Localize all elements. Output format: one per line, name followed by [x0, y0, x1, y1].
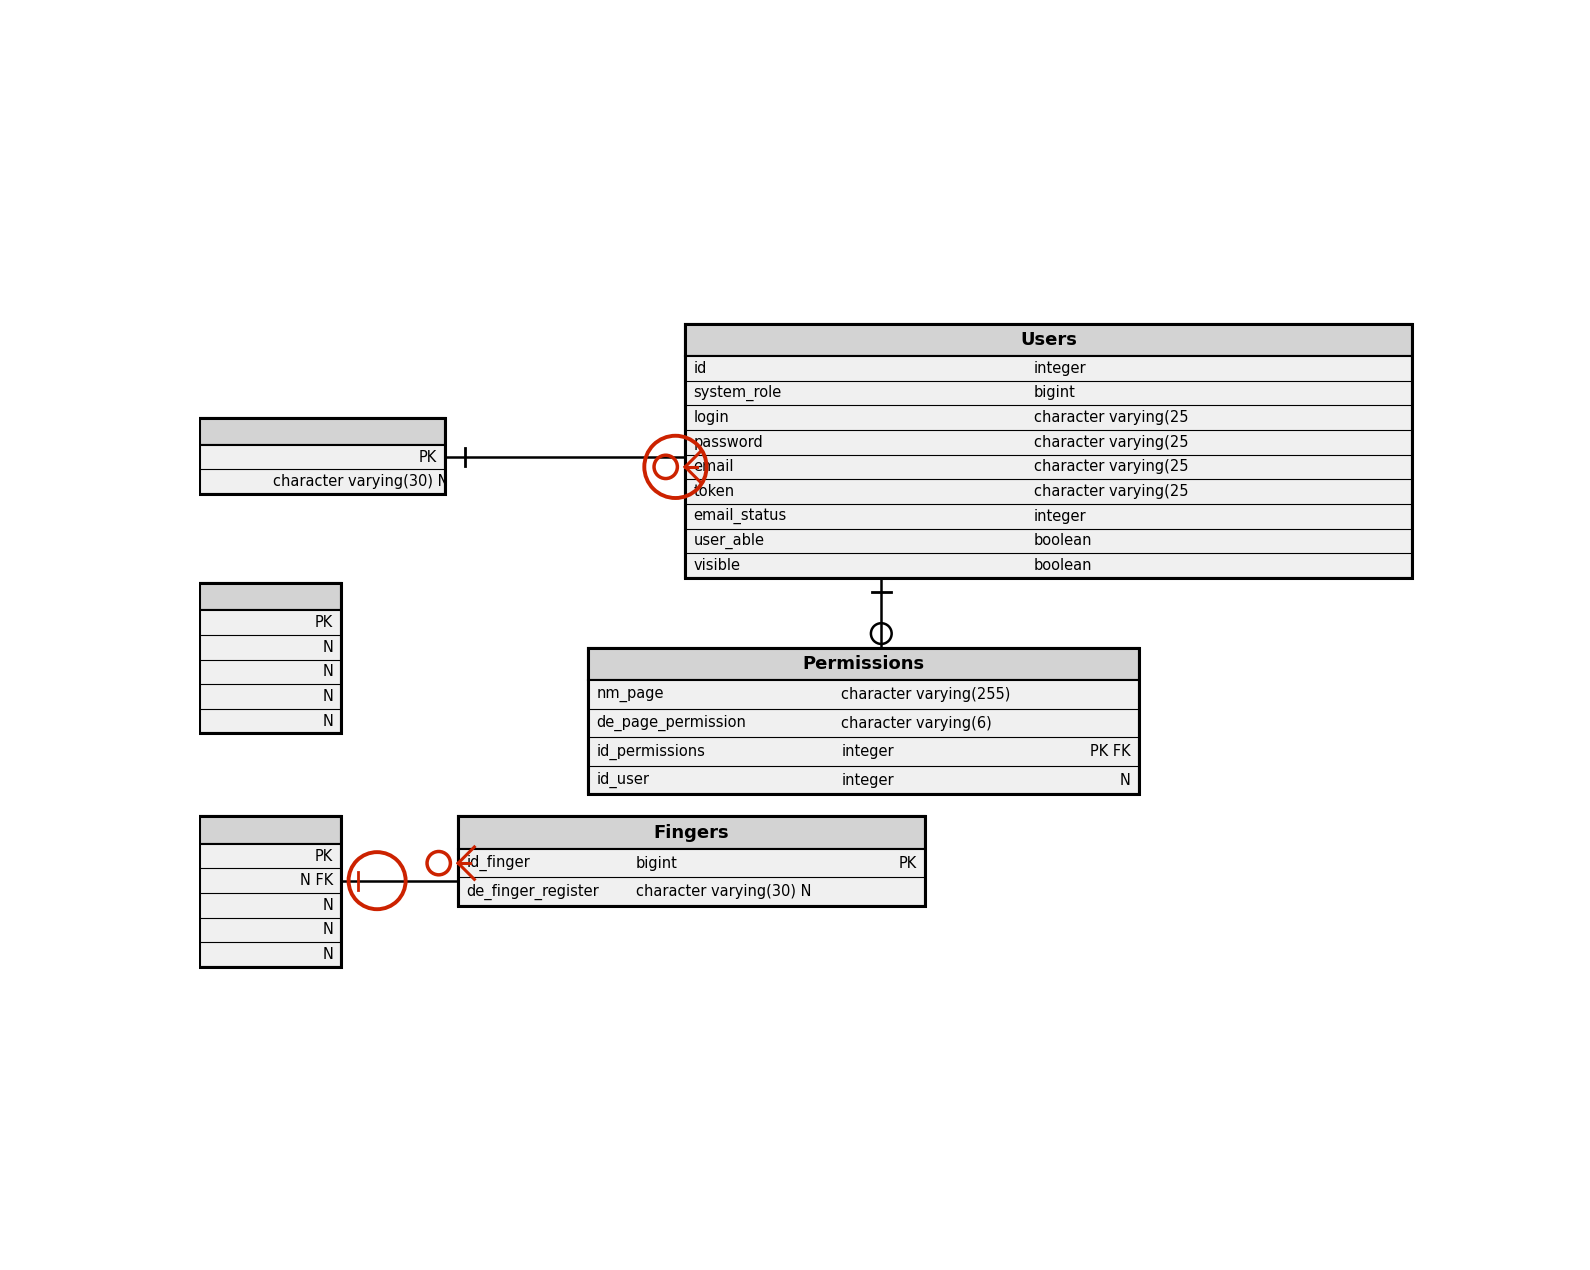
Text: id_finger: id_finger [466, 855, 531, 871]
Bar [458, 848, 925, 906]
Bar [199, 444, 445, 494]
Text: visible: visible [693, 558, 741, 573]
Bar [588, 648, 1138, 795]
Text: system_role: system_role [693, 385, 782, 401]
Text: N: N [323, 922, 332, 937]
Text: Users: Users [1019, 330, 1076, 349]
Text: PK: PK [418, 450, 437, 465]
Text: N: N [323, 690, 332, 704]
Text: integer: integer [1034, 509, 1086, 523]
Bar [685, 324, 1412, 356]
Text: id_user: id_user [596, 772, 649, 789]
Bar [685, 356, 1412, 578]
Text: character varying(25: character varying(25 [1034, 484, 1188, 499]
Text: nm_page: nm_page [596, 687, 663, 702]
Text: password: password [693, 434, 763, 450]
Bar [588, 681, 1138, 795]
Bar [458, 817, 925, 848]
Text: N: N [323, 947, 332, 963]
Bar [199, 418, 445, 444]
Text: character varying(25: character varying(25 [1034, 460, 1188, 475]
Text: de_finger_register: de_finger_register [466, 884, 599, 899]
Text: PK: PK [315, 615, 332, 630]
Text: user_able: user_able [693, 532, 765, 549]
Text: de_page_permission: de_page_permission [596, 715, 746, 732]
Text: Permissions: Permissions [803, 655, 924, 673]
Text: integer: integer [1034, 361, 1086, 376]
Text: token: token [693, 484, 735, 499]
Bar [458, 817, 925, 906]
Text: N: N [323, 640, 332, 655]
Text: integer: integer [841, 772, 894, 787]
Text: N: N [323, 664, 332, 679]
Text: character varying(30) N: character varying(30) N [636, 884, 811, 899]
Text: id: id [693, 361, 708, 376]
Bar [199, 817, 342, 843]
Text: bigint: bigint [1034, 386, 1076, 400]
Text: character varying(6): character varying(6) [841, 715, 992, 730]
Text: N: N [323, 714, 332, 729]
Text: boolean: boolean [1034, 558, 1092, 573]
Bar [199, 817, 342, 966]
Bar [199, 583, 342, 610]
Bar [685, 324, 1412, 578]
Bar [199, 610, 342, 734]
Text: character varying(25: character varying(25 [1034, 410, 1188, 425]
Text: boolean: boolean [1034, 533, 1092, 549]
Text: N: N [323, 898, 332, 913]
Text: N FK: N FK [301, 874, 332, 888]
Text: character varying(255): character varying(255) [841, 687, 1011, 702]
Bar [588, 648, 1138, 681]
Text: bigint: bigint [636, 856, 677, 871]
Text: character varying(30) N: character varying(30) N [272, 474, 448, 489]
Text: N: N [1119, 772, 1130, 787]
Text: PK: PK [315, 848, 332, 864]
Text: id_permissions: id_permissions [596, 743, 706, 759]
Bar [199, 418, 445, 494]
Text: integer: integer [841, 744, 894, 759]
Text: email: email [693, 460, 735, 475]
Text: email_status: email_status [693, 508, 787, 525]
Text: PK FK: PK FK [1091, 744, 1130, 759]
Text: character varying(25: character varying(25 [1034, 434, 1188, 450]
Text: login: login [693, 410, 730, 425]
Bar [199, 843, 342, 966]
Text: Fingers: Fingers [653, 824, 730, 842]
Bar [199, 583, 342, 734]
Text: PK: PK [898, 856, 917, 871]
